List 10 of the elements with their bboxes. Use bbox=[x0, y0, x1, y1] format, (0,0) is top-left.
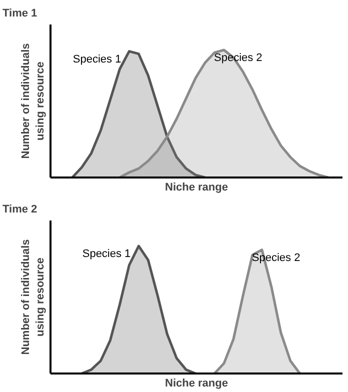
series-label: Species 1 bbox=[72, 53, 122, 66]
x-axis-title: Niche range bbox=[165, 378, 228, 390]
series-label: Species 2 bbox=[214, 52, 262, 64]
chart-title: Time 1 bbox=[2, 8, 38, 20]
x-axis-title: Niche range bbox=[165, 182, 228, 194]
series-label: Species 1 bbox=[82, 248, 131, 260]
series-label: Species 2 bbox=[252, 252, 300, 264]
chart-title: Time 2 bbox=[2, 204, 38, 216]
y-axis-title: Number of individuals using resource bbox=[20, 239, 46, 355]
y-axis-title: Number of individuals using resource bbox=[20, 43, 46, 159]
